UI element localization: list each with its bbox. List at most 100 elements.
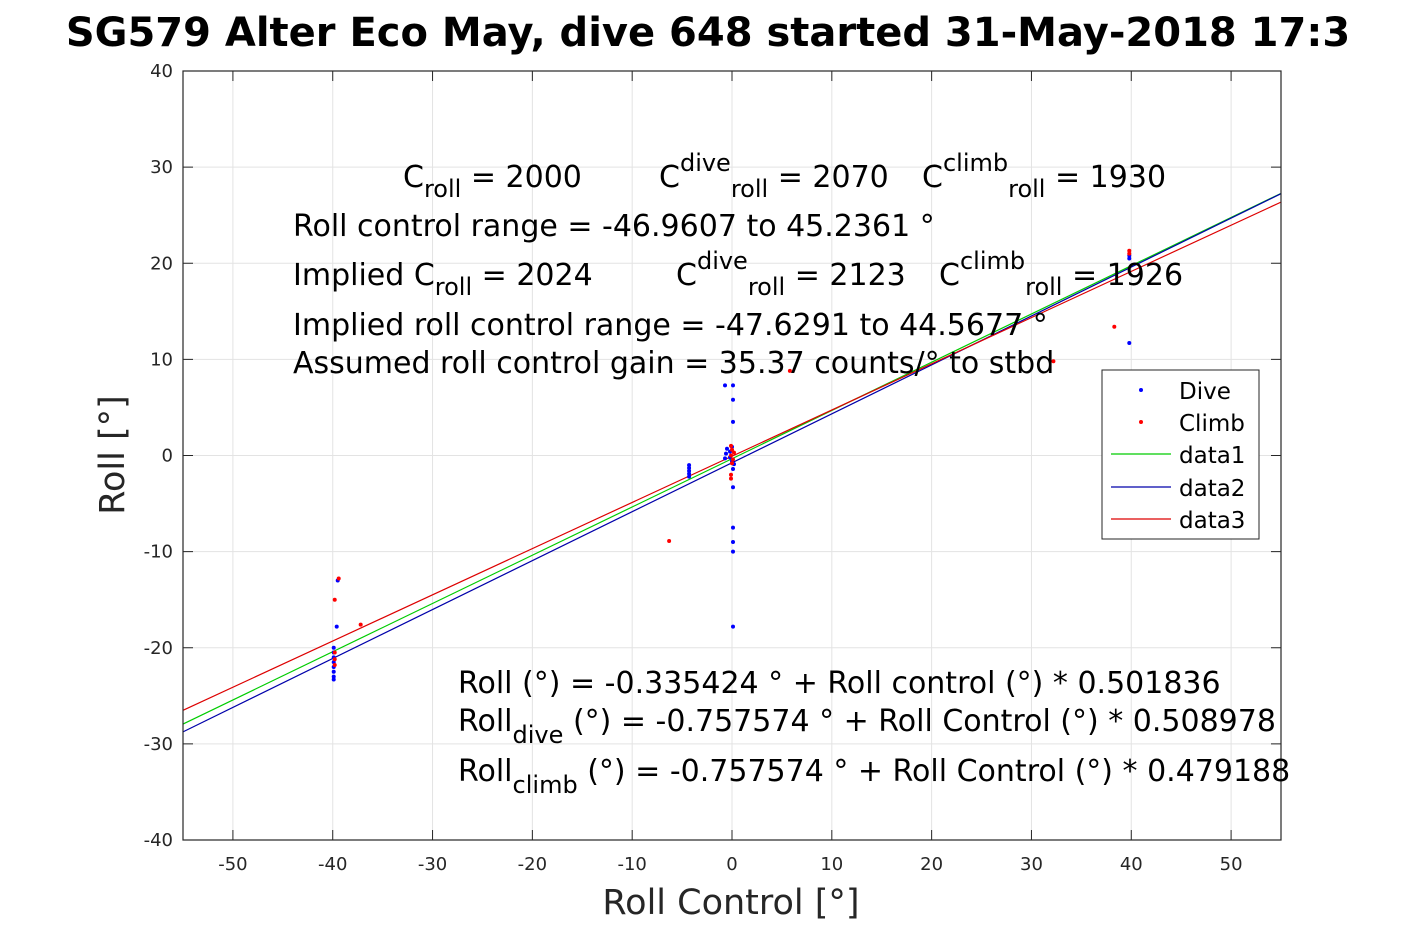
point-dive (687, 463, 692, 468)
annotation-implied-c-roll-dive: Cdiveroll = 2123 (676, 247, 906, 301)
point-dive (331, 669, 336, 674)
y-tick-label: 30 (150, 157, 173, 178)
point-climb (729, 453, 734, 458)
legend-label-data3: data3 (1179, 508, 1245, 534)
annotation-implied-c-roll-climb: Cclimbroll = 1926 (939, 247, 1183, 301)
y-axis-ticks: -40 -30 -20 -10 0 10 20 30 40 (144, 61, 1281, 851)
point-dive (1127, 256, 1132, 261)
point-climb (667, 539, 672, 544)
y-tick-label: -20 (144, 638, 173, 659)
x-tick-label: -10 (617, 854, 646, 875)
point-climb (1051, 359, 1056, 364)
point-climb (1127, 251, 1132, 256)
y-tick-label: 20 (150, 253, 173, 274)
annotation-c-roll: Croll = 2000 (403, 160, 582, 203)
x-tick-label: -30 (418, 854, 447, 875)
point-climb (730, 447, 734, 452)
annotation-implied-roll-control-range: Implied roll control range = -47.6291 to… (293, 308, 1048, 343)
x-tick-label: -40 (318, 854, 347, 875)
point-climb (332, 663, 337, 668)
annotation-fit-equation: Roll (°) = -0.335424 ° + Roll control (°… (458, 666, 1221, 701)
annotation-c-roll-dive: Cdiveroll = 2070 (659, 149, 889, 203)
x-tick-label: 50 (1220, 854, 1243, 875)
point-climb (1112, 324, 1117, 329)
point-dive (687, 465, 692, 470)
point-climb (729, 443, 734, 448)
legend: Dive Climb data1 data2 data3 (1101, 369, 1260, 540)
point-climb (730, 461, 734, 466)
legend-label-data1: data1 (1179, 443, 1245, 469)
y-tick-label: 10 (150, 349, 173, 370)
point-climb (332, 650, 337, 655)
point-dive (730, 383, 735, 388)
annotation-roll-control-range: Roll control range = -46.9607 to 45.2361… (293, 209, 935, 244)
legend-item-dive: Dive (1139, 379, 1231, 405)
point-dive (334, 624, 339, 629)
legend-item-climb: Climb (1139, 411, 1245, 437)
annotation-fit-dive-equation: Rolldive (°) = -0.757574 ° + Roll Contro… (458, 704, 1276, 749)
point-climb (358, 622, 363, 627)
point-dive (730, 624, 735, 629)
point-dive (730, 549, 735, 554)
point-dive (730, 466, 735, 471)
point-dive (331, 677, 336, 682)
legend-item-data3: data3 (1111, 508, 1245, 534)
point-dive (730, 540, 735, 545)
point-dive (687, 471, 692, 476)
annotation-roll-control-gain: Assumed roll control gain = 35.37 counts… (293, 346, 1054, 381)
x-tick-label: 40 (1120, 854, 1143, 875)
point-dive (1127, 341, 1132, 346)
legend-label-climb: Climb (1179, 411, 1245, 437)
point-climb (336, 576, 341, 581)
legend-label-dive: Dive (1179, 379, 1231, 405)
point-dive (723, 383, 728, 388)
point-climb (332, 597, 337, 602)
x-tick-label: 20 (920, 854, 943, 875)
point-dive (724, 451, 729, 456)
point-climb (729, 476, 734, 481)
point-climb (332, 657, 337, 662)
x-tick-label: 0 (726, 854, 737, 875)
point-climb (1127, 248, 1132, 253)
legend-item-data1: data1 (1111, 443, 1245, 469)
point-dive (331, 674, 336, 679)
point-climb (730, 457, 735, 462)
y-tick-label: 0 (162, 446, 173, 467)
annotation-implied-c-roll: Implied Croll = 2024 (293, 258, 593, 301)
legend-item-data2: data2 (1111, 476, 1245, 502)
legend-marker-climb (1139, 420, 1143, 424)
plot-border (182, 70, 1282, 841)
y-axis-label: Roll [°] (93, 395, 133, 515)
point-dive (725, 446, 730, 451)
y-tick-label: -10 (144, 542, 173, 563)
point-climb (729, 472, 734, 477)
y-tick-label: -40 (144, 830, 173, 851)
point-dive (730, 397, 735, 402)
chart-title: SG579 Alter Eco May, dive 648 started 31… (66, 10, 1350, 56)
data-points (331, 248, 1132, 682)
point-dive (730, 525, 735, 530)
y-tick-label: 40 (150, 61, 173, 82)
x-axis-ticks: -50 -40 -30 -20 -10 0 10 20 30 40 50 (218, 71, 1243, 875)
x-tick-label: -20 (518, 854, 547, 875)
legend-label-data2: data2 (1179, 476, 1245, 502)
point-dive (730, 419, 735, 424)
point-dive (730, 485, 735, 490)
legend-marker-dive (1139, 388, 1143, 392)
plot-area: -50 -40 -30 -20 -10 0 10 20 30 40 50 -40 -30 -20 -10 0… (144, 61, 1282, 875)
annotation-c-roll-climb: Cclimbroll = 1930 (922, 149, 1166, 203)
annotations: Croll = 2000 Cdiveroll = 2070 Cclimbroll… (293, 149, 1290, 799)
point-dive (687, 468, 692, 473)
point-climb (787, 368, 792, 373)
point-dive (687, 474, 692, 479)
point-climb (731, 450, 736, 455)
y-tick-label: -30 (144, 734, 173, 755)
x-tick-label: 10 (820, 854, 843, 875)
x-tick-label: -50 (218, 854, 247, 875)
point-dive (331, 645, 336, 650)
x-axis-label: Roll Control [°] (602, 883, 859, 923)
annotation-fit-climb-equation: Rollclimb (°) = -0.757574 ° + Roll Contr… (458, 754, 1290, 799)
point-dive (723, 456, 728, 461)
x-tick-label: 30 (1020, 854, 1043, 875)
